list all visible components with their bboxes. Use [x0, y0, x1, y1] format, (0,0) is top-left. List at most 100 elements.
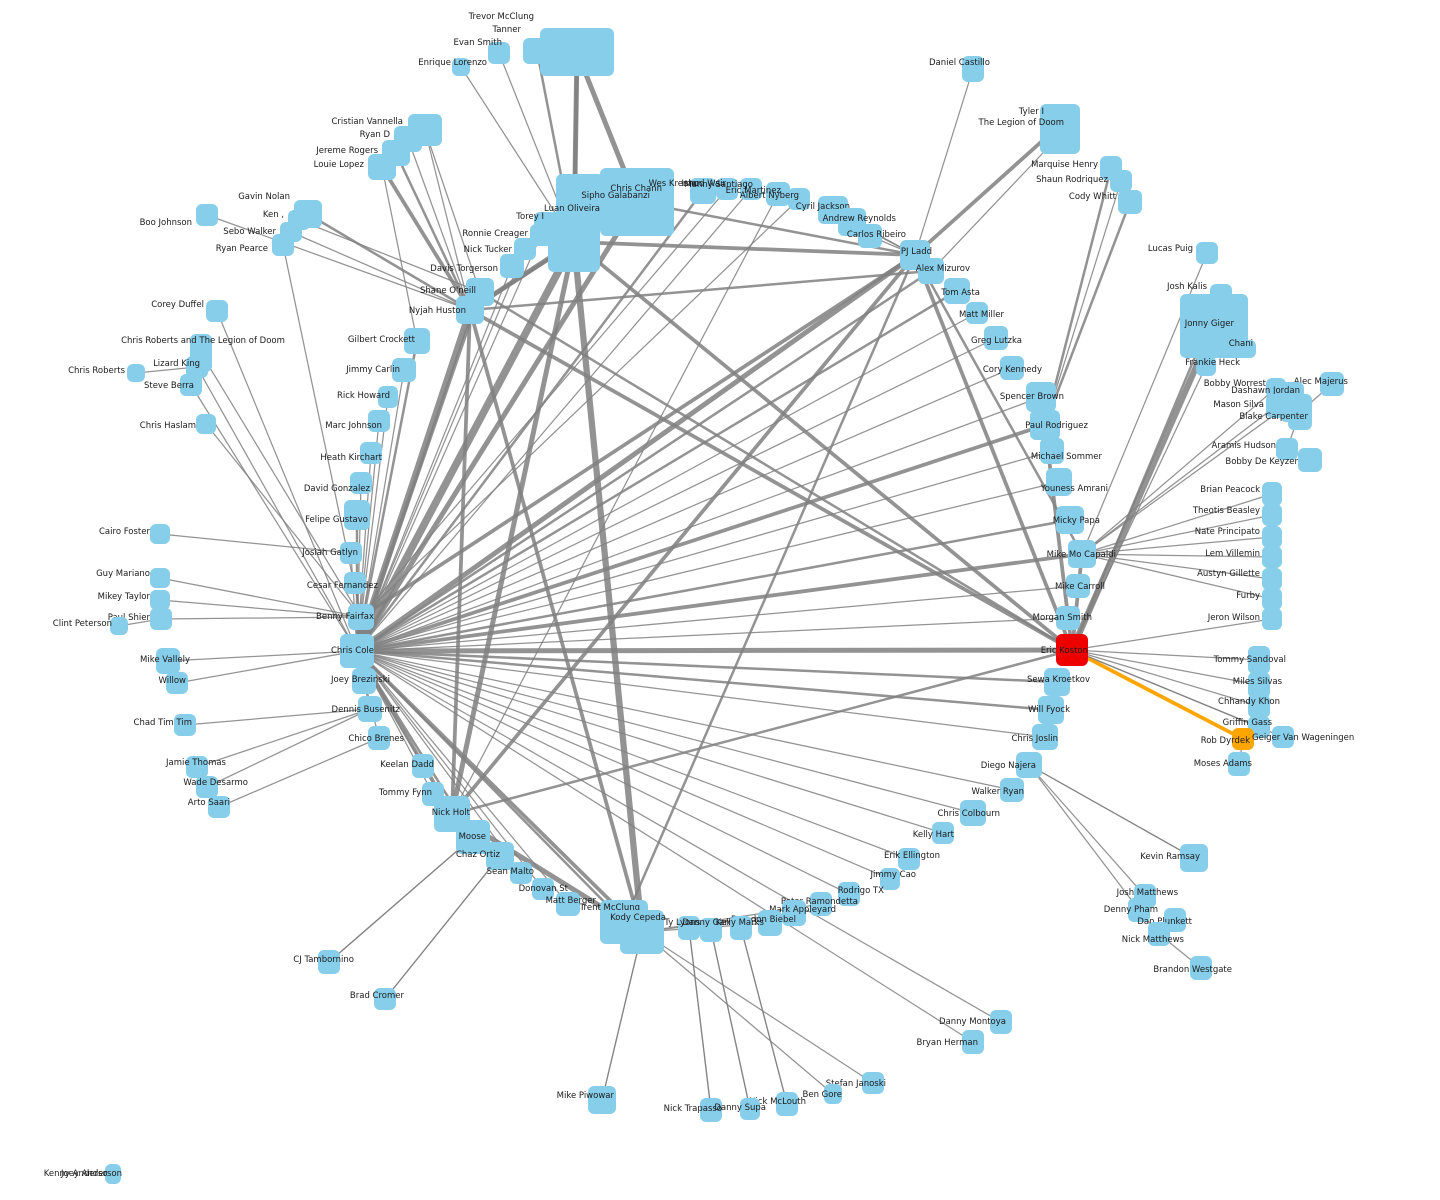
graph-node[interactable]: [350, 472, 372, 494]
graph-node[interactable]: [556, 892, 580, 916]
graph-node[interactable]: [1228, 752, 1250, 776]
graph-node[interactable]: [1288, 394, 1312, 430]
graph-node[interactable]: [1068, 540, 1096, 568]
graph-node[interactable]: [932, 822, 954, 844]
graph-node[interactable]: [166, 672, 188, 694]
graph-node[interactable]: [1066, 574, 1090, 598]
graph-node[interactable]: [740, 178, 762, 200]
graph-node[interactable]: [788, 188, 810, 210]
graph-node[interactable]: [758, 910, 782, 936]
graph-node[interactable]: [1196, 356, 1216, 376]
graph-node[interactable]: [700, 918, 722, 942]
graph-node[interactable]: [404, 328, 430, 354]
graph-node[interactable]: [318, 950, 340, 974]
graph-node[interactable]: [196, 776, 218, 798]
graph-node[interactable]: [1190, 956, 1212, 980]
graph-node[interactable]: [1248, 646, 1270, 674]
graph-node[interactable]: [456, 296, 484, 324]
graph-node[interactable]: [374, 988, 396, 1010]
graph-node[interactable]: [530, 224, 552, 246]
graph-node[interactable]: [1026, 382, 1056, 412]
graph-node[interactable]: [340, 634, 374, 668]
graph-node[interactable]: [776, 1092, 798, 1116]
graph-node[interactable]: [1056, 634, 1088, 666]
graph-node[interactable]: [412, 754, 434, 778]
graph-node[interactable]: [1000, 356, 1024, 380]
graph-node[interactable]: [1262, 504, 1282, 526]
graph-node[interactable]: [966, 302, 988, 324]
graph-node[interactable]: [180, 374, 202, 396]
graph-node[interactable]: [960, 800, 986, 826]
graph-node[interactable]: [344, 572, 366, 594]
graph-node[interactable]: [486, 842, 514, 870]
graph-node[interactable]: [340, 542, 362, 564]
graph-node[interactable]: [880, 868, 900, 890]
graph-node[interactable]: [378, 386, 398, 408]
graph-node[interactable]: [810, 892, 832, 916]
graph-node[interactable]: [510, 862, 532, 884]
graph-node[interactable]: [196, 204, 218, 226]
graph-node[interactable]: [368, 154, 396, 180]
graph-node[interactable]: [523, 38, 551, 64]
graph-node[interactable]: [1196, 242, 1218, 264]
graph-node[interactable]: [452, 58, 470, 76]
graph-node[interactable]: [944, 278, 970, 304]
graph-node[interactable]: [127, 364, 145, 382]
graph-node[interactable]: [186, 356, 208, 378]
graph-node[interactable]: [730, 916, 752, 940]
graph-node[interactable]: [782, 900, 806, 926]
graph-node[interactable]: [368, 726, 390, 750]
graph-node[interactable]: [107, 1164, 121, 1182]
graph-node[interactable]: [1044, 668, 1070, 696]
graph-node[interactable]: [488, 42, 510, 64]
graph-node[interactable]: [1248, 694, 1270, 718]
graph-node[interactable]: [1262, 608, 1282, 630]
graph-node[interactable]: [1320, 372, 1344, 396]
graph-node[interactable]: [1056, 606, 1080, 630]
graph-node[interactable]: [272, 234, 294, 256]
graph-node[interactable]: [1248, 672, 1270, 698]
graph-node[interactable]: [918, 258, 944, 284]
graph-node[interactable]: [962, 56, 984, 82]
graph-node[interactable]: [588, 1086, 616, 1114]
graph-node[interactable]: [824, 1084, 842, 1104]
graph-node[interactable]: [690, 178, 716, 204]
graph-node[interactable]: [700, 1098, 722, 1122]
graph-node[interactable]: [150, 524, 170, 544]
graph-node[interactable]: [1276, 438, 1298, 460]
graph-node[interactable]: [540, 28, 614, 76]
graph-node[interactable]: [548, 212, 600, 272]
graph-node[interactable]: [1110, 170, 1132, 192]
graph-node[interactable]: [456, 820, 490, 854]
graph-node[interactable]: [1032, 724, 1058, 750]
graph-node[interactable]: [1056, 506, 1084, 534]
graph-node[interactable]: [1262, 546, 1282, 568]
graph-node[interactable]: [392, 358, 416, 382]
graph-node[interactable]: [984, 326, 1008, 350]
graph-node[interactable]: [1040, 438, 1064, 464]
graph-node[interactable]: [858, 224, 882, 248]
graph-node[interactable]: [1180, 294, 1248, 358]
graph-node[interactable]: [1118, 190, 1142, 214]
graph-node[interactable]: [156, 648, 180, 674]
graph-node[interactable]: [196, 414, 216, 434]
graph-node[interactable]: [150, 608, 172, 630]
graph-node[interactable]: [716, 178, 738, 200]
graph-node[interactable]: [186, 756, 208, 778]
graph-node[interactable]: [1040, 116, 1080, 154]
graph-node[interactable]: [990, 1010, 1012, 1034]
graph-node[interactable]: [1298, 448, 1322, 472]
graph-node[interactable]: [1238, 340, 1256, 358]
graph-node[interactable]: [1046, 468, 1072, 496]
graph-node[interactable]: [206, 300, 228, 322]
graph-node[interactable]: [620, 910, 664, 954]
graph-node[interactable]: [1030, 410, 1060, 440]
graph-node[interactable]: [360, 442, 382, 464]
graph-node[interactable]: [600, 168, 674, 236]
graph-node[interactable]: [344, 500, 370, 530]
graph-node[interactable]: [348, 604, 374, 630]
graph-node[interactable]: [740, 1098, 760, 1120]
graph-node[interactable]: [110, 617, 128, 635]
graph-node[interactable]: [862, 1072, 884, 1094]
graph-node[interactable]: [898, 848, 920, 870]
